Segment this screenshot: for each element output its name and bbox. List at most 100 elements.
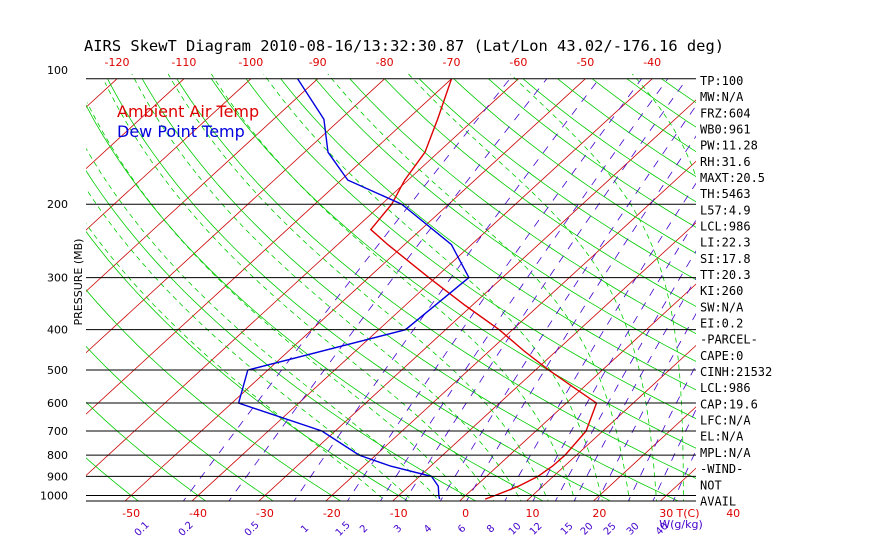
top-temp-tick-label: -110 [171,56,196,69]
index-label: PW:11.28 [700,139,758,153]
mixing-ratio-line [532,219,696,501]
isotherm-line [124,78,586,501]
moist-adiabat-line [210,74,576,501]
moist-adiabat-line [86,102,468,501]
index-label: CAP:19.6 [700,397,758,411]
dry-adiabat-line [488,78,696,228]
bottom-temp-tick-label: -20 [323,507,341,520]
isotherm-line [525,344,696,501]
index-label: KI:260 [700,284,743,298]
index-label: CINH:21532 [700,365,772,379]
bottom-temp-tick-label: -50 [122,507,140,520]
isotherm-line [592,406,696,501]
isobar-lines [86,78,696,502]
pressure-tick-label: 1000 [40,490,68,503]
index-label: LCL:986 [700,220,751,234]
index-label: RH:31.6 [700,155,751,169]
bottom-temp-tick-label: -30 [256,507,274,520]
index-label: WB0:961 [700,123,751,137]
isotherm-line [325,160,696,501]
top-temp-tick-label: -70 [443,56,461,69]
dry-adiabat-line [522,78,696,203]
pressure-tick-label: 500 [47,364,68,377]
dry-adiabat-line [384,78,696,307]
isotherm-line [191,78,653,501]
mixing-ratio-line [228,78,548,501]
dry-adiabat-line [314,78,696,362]
pressure-tick-label: 700 [47,425,68,438]
dry-adiabat-line [86,345,274,501]
index-label: MAXT:20.5 [700,171,765,185]
dry-adiabat-line [280,78,696,391]
mixing-ratio-line [346,78,642,501]
pressure-tick-label: 800 [47,449,68,462]
pressure-tick-label: 300 [47,272,68,285]
top-temp-tick-label: -120 [105,56,130,69]
isotherm-line [86,78,519,477]
bottom-temp-tick-label: -10 [390,507,408,520]
bottom-temp-tick-label: 30 [659,507,673,520]
index-label: NOT [700,478,722,492]
bottom-temp-tick-label: 0 [462,507,469,520]
index-label: EI:0.2 [700,317,743,331]
pressure-tick-label: 600 [47,397,68,410]
dry-adiabat-line [592,78,696,153]
mixing-ratio-line [293,78,600,501]
dry-adiabat-line [418,78,696,281]
mixing-ratio-axis-label: W(g/kg) [659,518,703,531]
dry-adiabat-line [245,78,696,420]
top-temp-tick-label: -50 [576,56,594,69]
pressure-tick-label: 200 [47,198,68,211]
index-label: EL:N/A [700,430,744,444]
mixing-ratio-line [573,277,696,501]
pressure-tick-label: 100 [47,64,68,77]
index-label: MPL:N/A [700,446,751,460]
moist-adiabat-line [86,222,386,501]
index-label: AVAIL [700,494,736,508]
index-label: L57:4.9 [700,203,751,217]
index-label: LI:22.3 [700,236,751,250]
isotherm-line [86,78,385,354]
index-label: TT:20.3 [700,268,751,282]
dry-adiabat-line [107,78,612,501]
moist-adiabat-line [104,82,495,501]
mixing-ratio-line [504,182,696,501]
mixing-ratio-line [554,250,696,501]
top-temp-tick-label: -80 [376,56,394,69]
moist-adiabat-line [509,74,684,501]
mixing-ratio-line [466,135,696,501]
index-label: -PARCEL- [700,333,758,347]
moist-adiabat-line [407,74,657,501]
top-temp-tick-label: -40 [643,56,661,69]
isotherm-line [86,78,452,415]
isotherm-line [86,78,185,170]
dry-adiabat-line [86,169,477,501]
chart-labels: AIRS SkewT Diagram 2010-08-16/13:32:30.8… [40,37,772,539]
bottom-temp-tick-label: 10 [526,507,540,520]
index-label: MW:N/A [700,90,744,104]
dry-adiabat-line [86,289,342,501]
moist-adiabat-line [86,187,413,501]
isotherm-line [86,78,318,292]
mixing-ratio-line [379,78,669,501]
x-axis-label: T(C) [676,507,700,520]
bottom-temp-tick-label: 20 [592,507,606,520]
mixing-ratio-line [439,105,696,501]
dry-adiabat-line [453,78,696,254]
index-label: SW:N/A [700,300,744,314]
legend-dew-point-temp: Dew Point Temp [117,122,245,141]
y-axis-label: PRESSURE (MB) [72,239,85,326]
index-label: LFC:N/A [700,414,751,428]
isotherm-line [86,78,252,231]
dry-adiabat-line [86,401,207,501]
background-grid [86,74,696,501]
top-temp-tick-label: -60 [509,56,527,69]
mixing-ratio-line [404,78,688,501]
legend-ambient-temp: Ambient Air Temp [117,102,259,121]
index-label: TH:5463 [700,187,751,201]
chart-title: AIRS SkewT Diagram 2010-08-16/13:32:30.8… [84,37,724,55]
top-temp-tick-label: -90 [309,56,327,69]
index-label: TP:100 [700,74,743,88]
pressure-tick-label: 400 [47,324,68,337]
dry-adiabat-line [141,78,680,501]
